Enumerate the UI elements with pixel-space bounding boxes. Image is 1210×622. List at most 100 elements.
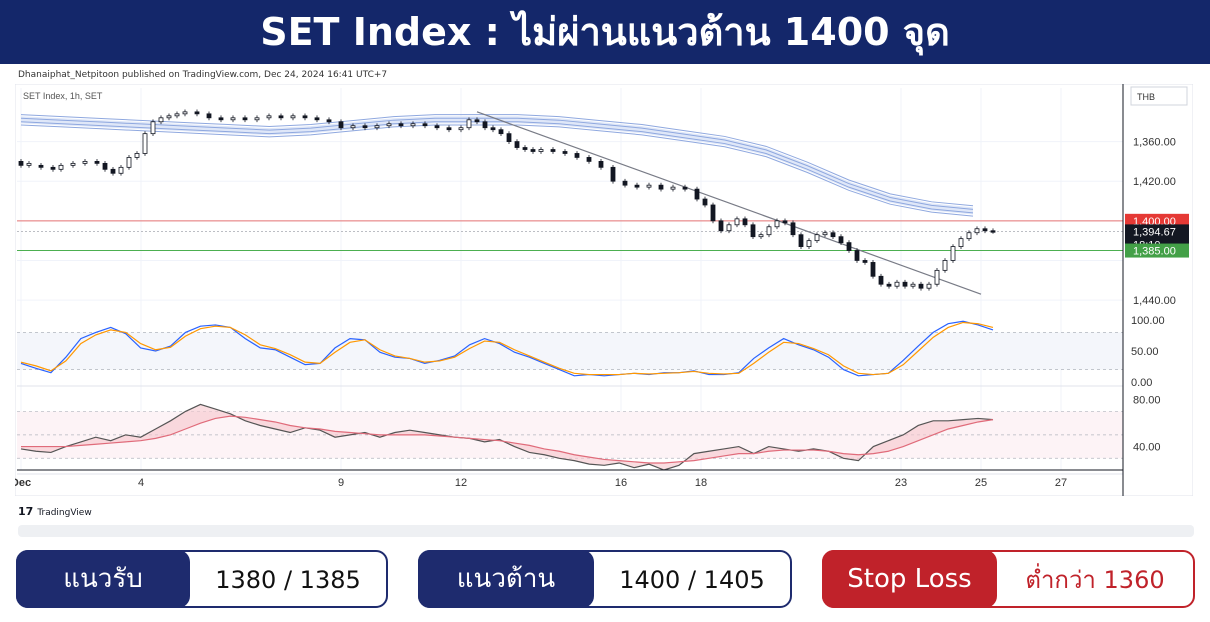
candle-body — [314, 117, 320, 121]
candle-body — [434, 125, 440, 129]
tradingview-logo: 17 TradingView — [18, 505, 92, 518]
resistance-block: แนวต้าน 1400 / 1405 — [418, 550, 792, 608]
candle-body — [902, 281, 908, 287]
symbol-label: SET Index, 1h, SET — [23, 91, 103, 101]
candle-body — [254, 117, 260, 121]
candle-body — [586, 157, 592, 162]
candle-body — [466, 119, 472, 129]
candle-body — [278, 115, 284, 119]
candle-body — [38, 164, 44, 168]
rsi-tick-label: 40.00 — [1133, 442, 1161, 454]
candle-body — [718, 220, 724, 232]
candle-body — [574, 153, 580, 158]
candle-body — [822, 232, 828, 236]
chart-panel[interactable]: SET Index, 1h, SET THB 1,360.00 1,420.00 1,… — [15, 84, 1193, 496]
stochastic-pane — [17, 320, 1123, 387]
candle-body — [338, 121, 344, 129]
candle-body — [538, 149, 544, 152]
rsi-line-1 — [21, 415, 994, 464]
time-tick-label: 16 — [615, 477, 627, 489]
resistance-value: 1400 / 1405 — [619, 566, 765, 594]
candle-body — [710, 204, 716, 222]
candle-body — [550, 149, 556, 152]
ema-ribbon-line — [20, 121, 974, 214]
candle-body — [230, 117, 236, 121]
price-tick-label: 1,420.00 — [1133, 176, 1176, 188]
time-tick-label: 12 — [455, 477, 467, 489]
time-tick-label: Dec — [15, 477, 31, 489]
rsi-tick-label: 80.00 — [1133, 395, 1161, 407]
candle-body — [218, 117, 224, 121]
candle-body — [490, 127, 496, 131]
candle-body — [830, 232, 836, 238]
stoch-tick-label: 0.00 — [1131, 377, 1152, 389]
candle-body — [94, 160, 100, 164]
candle-body — [290, 115, 296, 119]
candle-body — [702, 198, 708, 206]
ema-ribbon-line — [20, 114, 974, 207]
tv-mark-icon: 17 — [18, 505, 34, 518]
time-tick-label: 27 — [1055, 477, 1067, 489]
candle-body — [974, 228, 980, 234]
grid — [17, 88, 1123, 470]
candle-body — [58, 164, 64, 170]
time-tick-label: 25 — [975, 477, 987, 489]
stop-loss-pill: Stop Loss ต่ำกว่า 1360 — [822, 550, 1195, 608]
candle-body — [206, 113, 212, 119]
candle-body — [134, 153, 140, 158]
candle-body — [854, 250, 860, 261]
candle-body — [458, 127, 464, 131]
candle-body — [374, 125, 380, 129]
candle-body — [790, 222, 796, 236]
publish-attribution: Dhanaiphat_Netpitoon published on Tradin… — [18, 70, 388, 80]
candle-body — [530, 149, 536, 152]
candle-body — [838, 236, 844, 244]
rsi-pane — [17, 403, 1123, 475]
stoch-tick-label: 100.00 — [1131, 315, 1165, 327]
support-value: 1380 / 1385 — [215, 566, 361, 594]
candle-body — [766, 226, 772, 236]
candle-body — [158, 117, 164, 123]
stop-loss-value: ต่ำกว่า 1360 — [1025, 566, 1165, 594]
support-price-tag-bg — [1125, 243, 1189, 258]
ema-ribbon-line — [20, 124, 974, 217]
candle-body — [814, 234, 820, 242]
candle-body — [242, 117, 248, 121]
candle-body — [910, 283, 916, 287]
candle-body — [142, 133, 148, 154]
candle-body — [326, 119, 332, 123]
candle-body — [886, 283, 892, 287]
candle-body — [670, 186, 676, 190]
candle-body — [846, 242, 852, 251]
candle-body — [878, 275, 884, 285]
candle-body — [446, 127, 452, 131]
candle-body — [758, 234, 764, 238]
candle-body — [950, 246, 956, 261]
time-scrollbar[interactable] — [18, 525, 1194, 537]
candle-body — [474, 119, 480, 123]
candle-body — [598, 160, 604, 168]
page-title: SET Index : ไม่ผ่านแนวต้าน 1400 จุด — [0, 0, 1210, 64]
candle-body — [990, 230, 996, 233]
tv-logo-text: TradingView — [37, 508, 92, 518]
candle-body — [958, 238, 964, 247]
candle-body — [182, 111, 188, 115]
candle-body — [734, 218, 740, 226]
stop-loss-label: Stop Loss — [822, 550, 997, 608]
candle-body — [150, 121, 156, 135]
candle-body — [522, 147, 528, 150]
support-price-tag: 1,385.00 — [1133, 246, 1176, 258]
stoch-line-0 — [20, 320, 994, 377]
candle-body — [750, 224, 756, 238]
time-tick-label: 4 — [138, 477, 144, 489]
resistance-label: แนวต้าน — [418, 550, 594, 608]
candle-body — [174, 113, 180, 117]
candle-body — [610, 166, 616, 182]
candle-body — [682, 186, 688, 190]
currency-label: THB — [1137, 92, 1155, 102]
resistance-pill: แนวต้าน 1400 / 1405 — [418, 550, 792, 608]
candle-body — [942, 260, 948, 271]
candle-body — [934, 269, 940, 285]
candle-body — [498, 129, 504, 135]
stop-loss-block: Stop Loss ต่ำกว่า 1360 — [822, 550, 1195, 608]
